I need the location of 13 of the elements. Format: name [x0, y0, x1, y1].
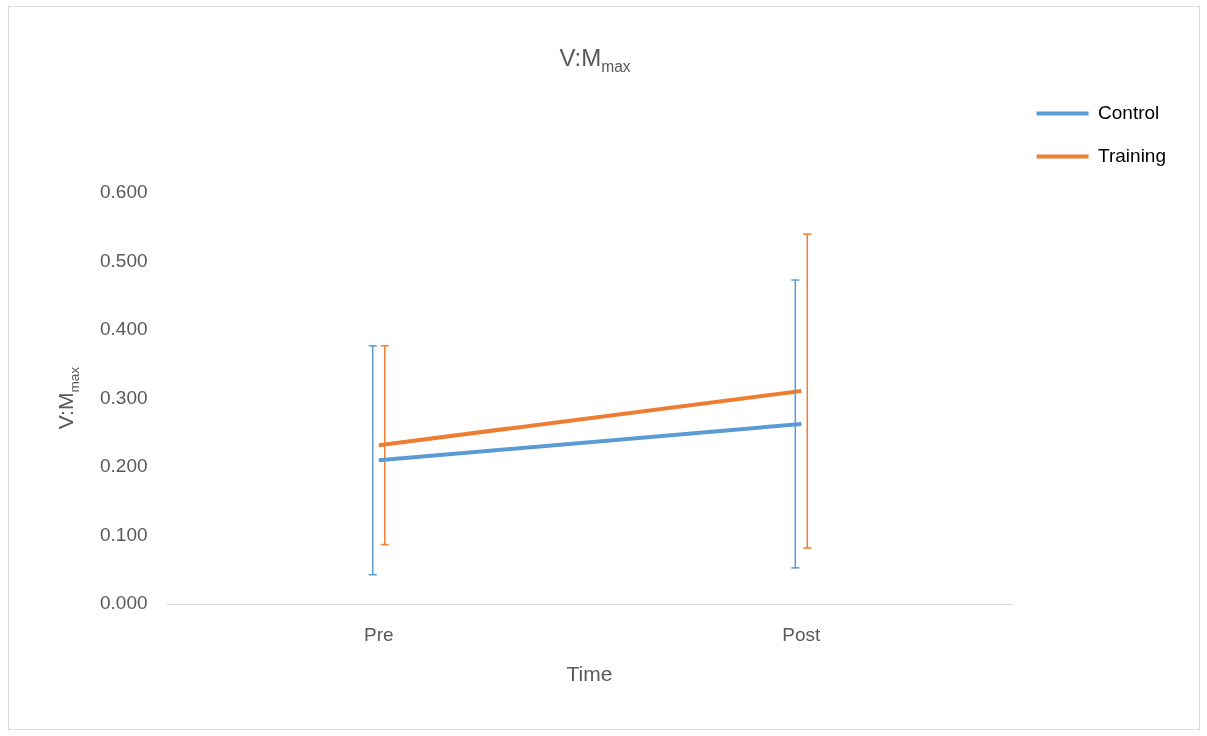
y-tick-label: 0.600: [100, 181, 148, 203]
y-tick-label: 0.300: [100, 386, 148, 408]
x-tick-label: Pre: [364, 623, 394, 645]
y-tick-label: 0.000: [100, 592, 148, 614]
x-tick-label: Post: [782, 623, 822, 645]
chart-title: V:M$_{max}$: [558, 44, 632, 76]
y-tick-label: 0.100: [100, 523, 148, 545]
legend-label: Training: [1098, 144, 1167, 166]
y-tick-label: 0.400: [100, 318, 148, 340]
y-tick-label: 0.500: [100, 249, 148, 271]
legend-label: Control: [1098, 101, 1160, 123]
y-tick-label: 0.200: [100, 455, 148, 477]
x-axis-title: Time: [565, 662, 614, 686]
